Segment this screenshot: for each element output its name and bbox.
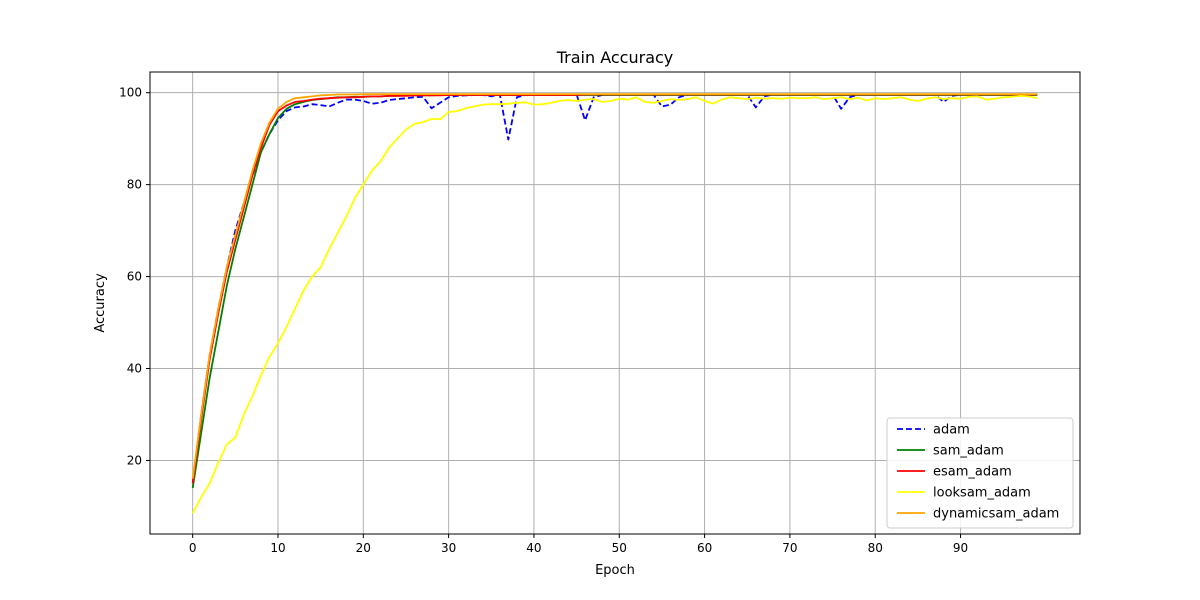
x-tick-label: 0 [189,541,197,555]
y-tick-label: 60 [127,270,142,284]
x-tick-label: 50 [612,541,627,555]
legend-box [886,417,1074,529]
x-tick-label: 60 [697,541,712,555]
legend-label-adam: adam [933,423,970,438]
x-tick-label: 90 [953,541,968,555]
x-tick-label: 40 [526,541,541,555]
legend-label-dynamicsam-adam: dynamicsam_adam [933,507,1059,522]
x-axis-label: Epoch [595,563,635,578]
legend-label-sam-adam: sam_adam [933,444,1004,459]
y-tick-label: 80 [127,178,142,192]
x-tick-label: 10 [270,541,285,555]
legend: adam sam_adam esam_adam looksam_adamdynamic… [886,417,1074,529]
y-tick-label: 40 [127,362,142,376]
x-tick-label: 20 [356,541,371,555]
x-tick-label: 70 [782,541,797,555]
y-tick-label: 100 [119,86,142,100]
plot-series [191,93,1038,514]
x-tick-label: 30 [441,541,456,555]
chart-title: Train Accuracy [556,48,674,67]
series-line-looksam-adam [191,95,1038,514]
legend-label-looksam-adam: looksam_adam [933,486,1031,501]
y-axis-label: Accuracy [93,273,108,333]
axis-ticks: 0 10 20 30 40 50 60 70 80 90 20 40 60 80 100 [119,86,968,555]
plot-area-frame [149,71,1081,535]
x-tick-label: 80 [868,541,883,555]
legend-label-esam-adam: esam_adam [933,465,1012,480]
series-line-dynamicsam-adam [191,93,1038,479]
y-tick-label: 20 [127,453,142,467]
